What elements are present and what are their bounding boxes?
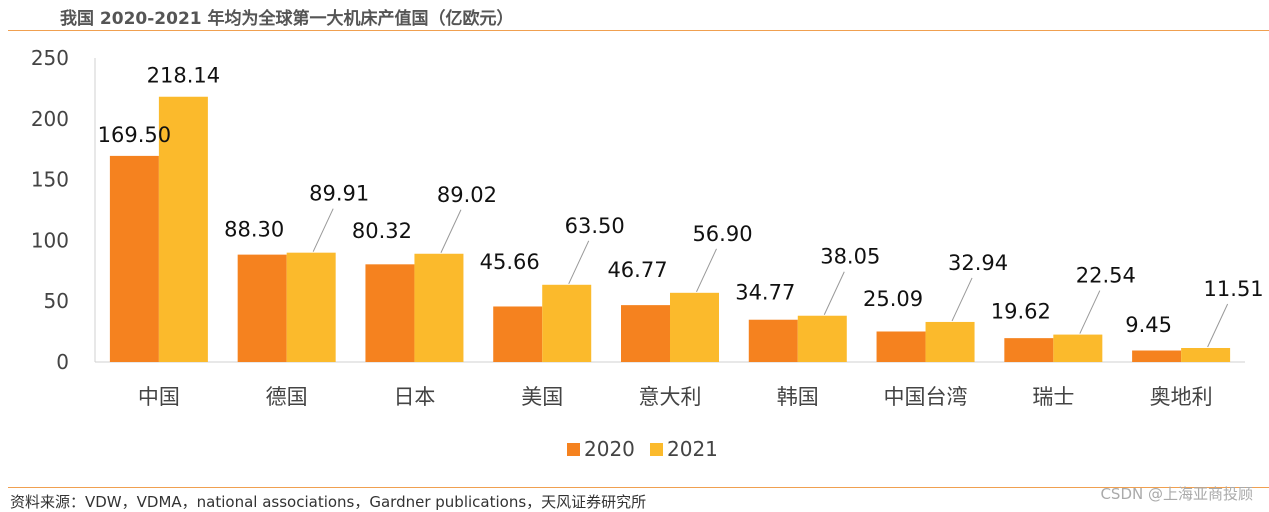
bar-2021 [1181,348,1231,362]
data-label-2020: 45.66 [480,250,540,274]
x-tick-label: 中国台湾 [884,385,968,409]
legend-swatch-2021 [650,443,663,456]
data-label-2020: 19.62 [991,300,1051,324]
bar-2021 [542,284,592,362]
data-label-2021: 11.51 [1204,277,1264,301]
top-divider [8,30,1269,31]
bar-2020 [876,331,926,362]
data-label-2020: 80.32 [352,219,412,243]
data-label-2020: 34.77 [735,281,795,305]
leader-line [1207,303,1229,348]
bar-2020 [109,155,159,362]
y-tick-label: 0 [56,350,69,374]
bar-2021 [158,96,208,362]
leader-line [568,240,590,284]
legend-label-2020: 2020 [584,437,635,461]
y-tick-label: 100 [31,228,69,252]
data-label-2021: 89.91 [309,182,369,206]
bar-2020 [1004,338,1054,362]
bar-2021 [414,253,464,362]
bar-2020 [621,305,670,362]
bottom-divider [8,487,1269,488]
y-tick-label: 150 [31,168,69,192]
leader-line [1079,290,1101,334]
data-label-2021: 38.05 [820,245,880,269]
bar-2020 [365,264,415,362]
data-label-2021: 32.94 [948,251,1008,275]
x-tick-label: 美国 [521,385,563,409]
data-label-2020: 46.77 [607,258,667,282]
bar-2020 [748,319,798,362]
leader-line [696,248,717,293]
x-tick-label: 德国 [266,385,308,409]
y-tick-label: 250 [31,46,69,70]
bar-2020 [237,254,287,362]
x-tick-label: 日本 [393,385,435,409]
legend-label-2021: 2021 [667,437,718,461]
x-tick-label: 奥地利 [1150,385,1213,409]
x-tick-label: 中国 [138,385,180,409]
legend-swatch-2020 [567,443,580,456]
bar-2021 [925,321,975,362]
bar-2021 [1053,334,1103,362]
data-label-2020: 9.45 [1125,313,1172,337]
data-label-2021: 218.14 [147,64,220,88]
leader-line [312,208,334,252]
x-tick-label: 意大利 [639,385,702,409]
chart-title: 我国 2020-2021 年均为全球第一大机床产值国（亿欧元） [60,9,514,29]
leader-line [440,209,462,253]
y-tick-label: 200 [31,107,69,131]
bar-2020 [1132,350,1182,362]
x-tick-label: 瑞士 [1032,385,1074,409]
data-label-2020: 25.09 [863,287,923,311]
watermark: CSDN @上海亚商投顾 [1100,485,1253,503]
bar-chart: 0 50 100 150 200 250 169.50 218.14 中国 88.30 89.91 德… [31,46,1264,461]
data-label-2021: 63.50 [565,214,625,238]
leader-line [823,271,845,315]
x-tick-label: 韩国 [777,385,819,409]
bar-2021 [670,292,719,362]
source-note: 资料来源：VDW，VDMA，national associations，Gard… [10,493,647,511]
data-label-2020: 88.30 [224,218,284,242]
y-tick-label: 50 [44,289,69,313]
bar-2020 [493,306,543,362]
data-label-2021: 56.90 [692,222,752,246]
bar-2021 [286,252,336,362]
data-label-2021: 89.02 [437,183,497,207]
leader-line [951,277,973,322]
data-label-2021: 22.54 [1076,264,1136,288]
data-label-2020: 169.50 [98,123,171,147]
bar-2021 [797,315,847,362]
